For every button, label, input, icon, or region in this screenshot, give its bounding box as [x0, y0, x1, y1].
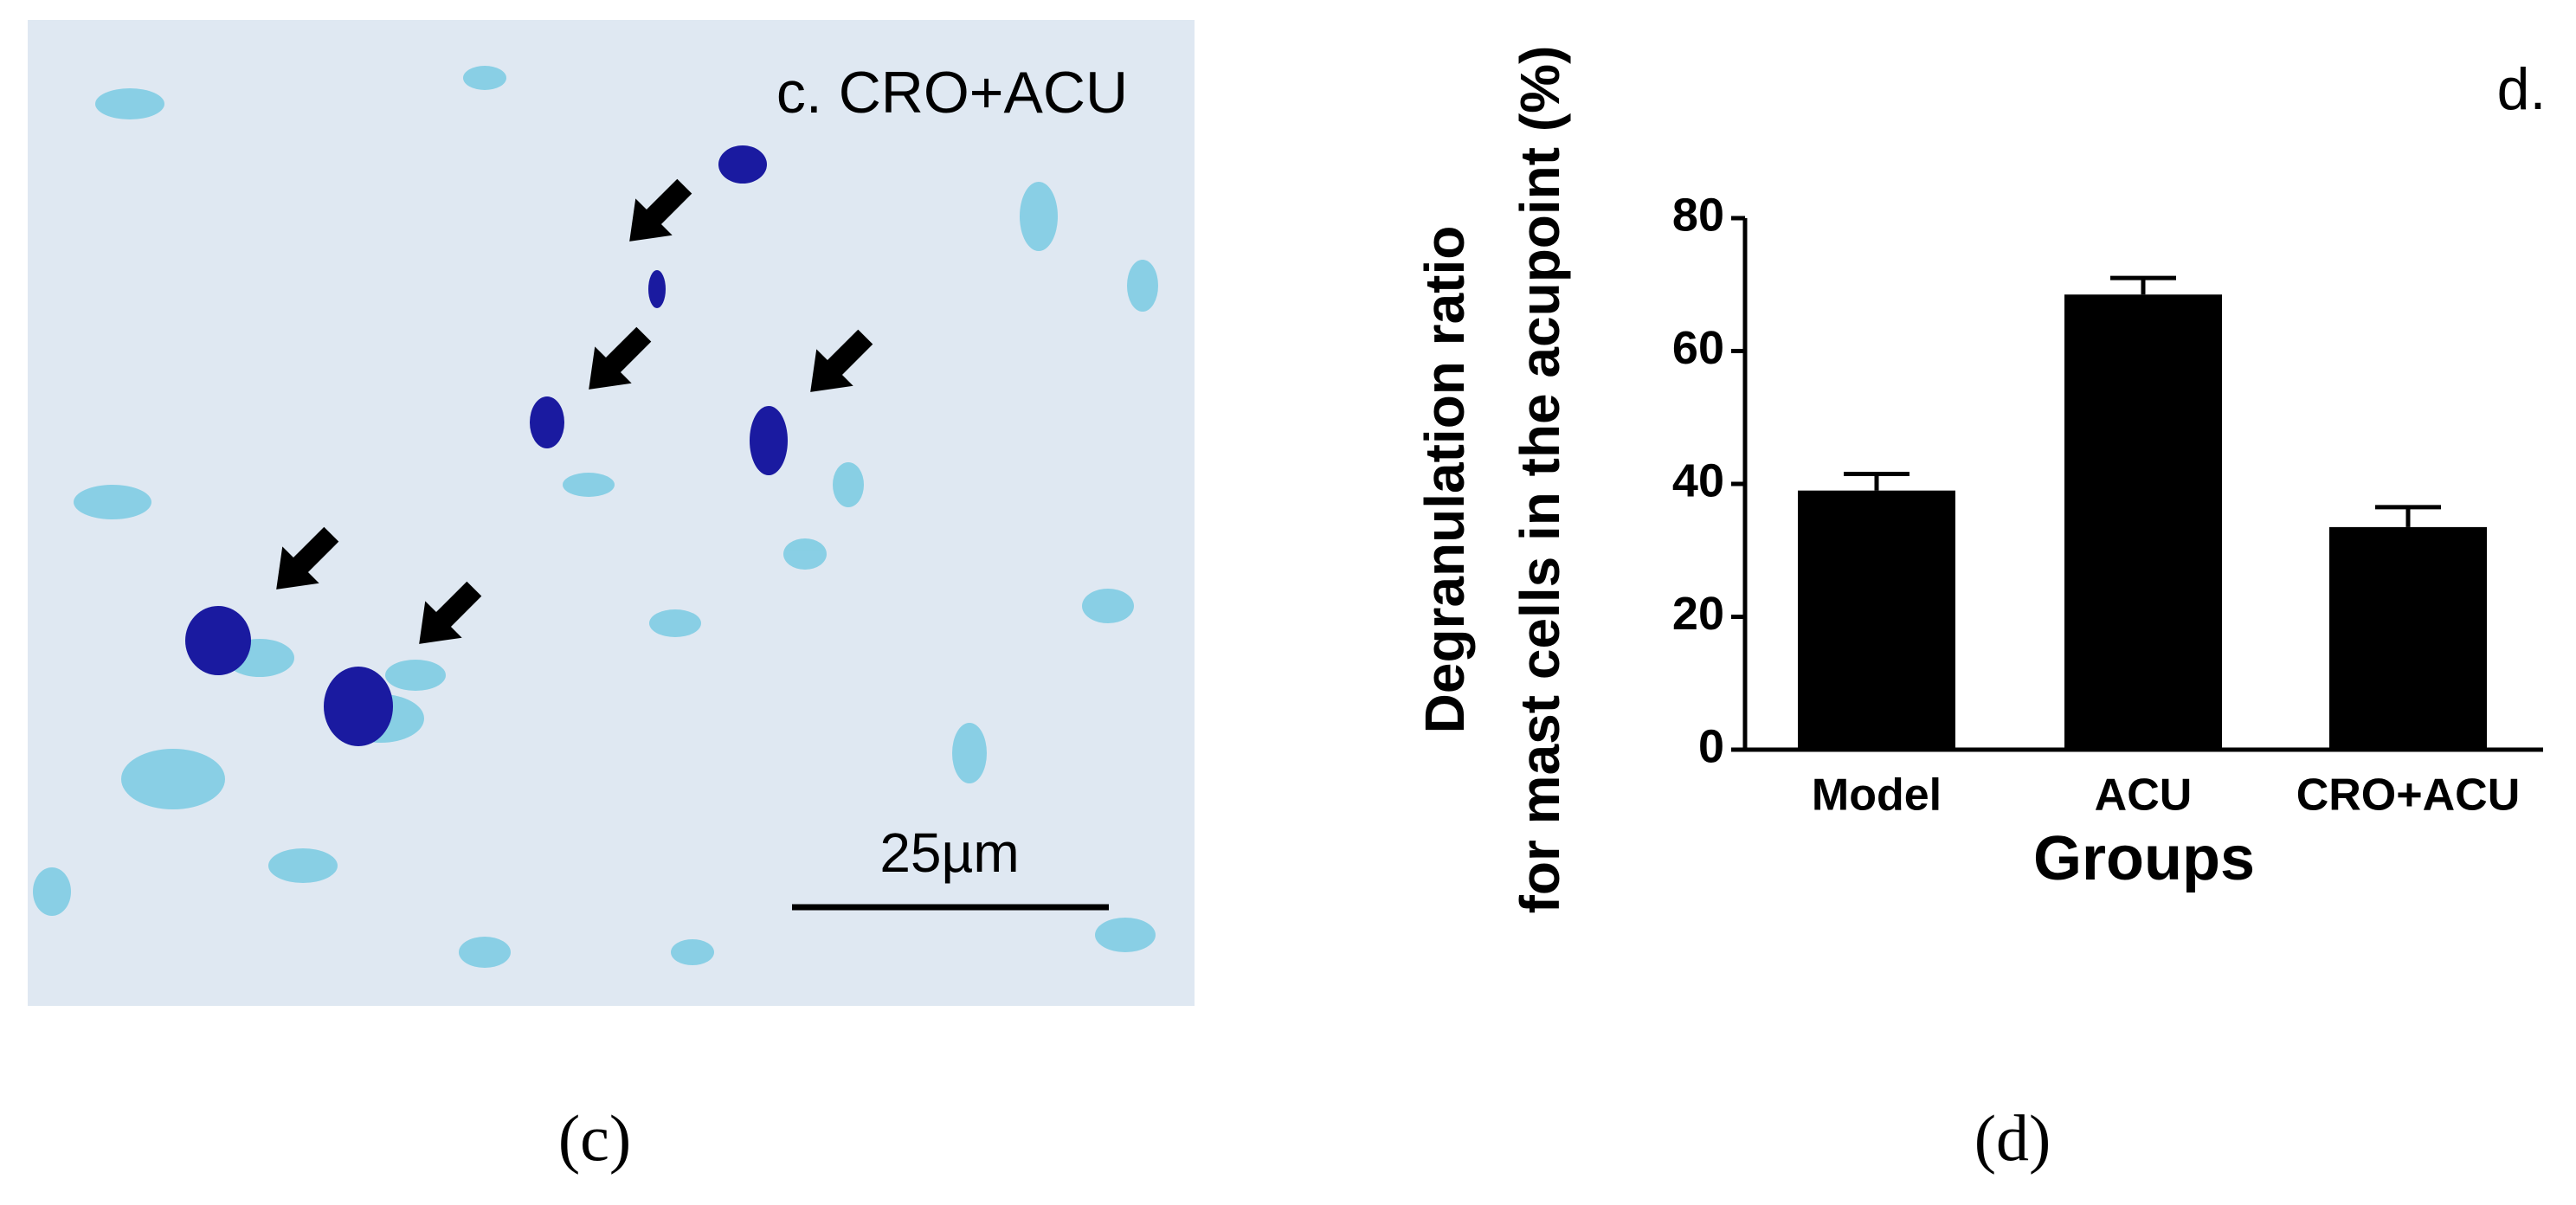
y-tick-label: 0	[1698, 720, 1724, 772]
y-tick-label: 40	[1672, 454, 1724, 506]
scale-bar-label: 25µm	[879, 822, 1019, 884]
y-tick-label: 80	[1672, 189, 1724, 241]
bar-chart: Degranulation ratio for mast cells in th…	[1414, 46, 2543, 914]
y-axis-label: for mast cells in the acupoint (%)	[1509, 46, 1571, 914]
panel-label: d.	[2497, 56, 2547, 122]
x-axis-label: Groups	[2033, 824, 2255, 893]
bar	[2329, 526, 2487, 750]
x-tick-label: CRO+ACU	[2296, 770, 2521, 821]
x-tick-label: ACU	[2095, 770, 2193, 821]
micrograph: c. CRO+ACU 25µm (c)	[28, 20, 1195, 1175]
mast-cells	[185, 145, 788, 746]
micrograph-label: c. CRO+ACU	[776, 60, 1128, 126]
y-tick-label: 60	[1672, 322, 1724, 374]
x-tick-label: Model	[1812, 770, 1942, 821]
panel-caption: (d)	[1974, 1102, 2051, 1175]
y-axis-label: Degranulation ratio	[1414, 226, 1476, 734]
bar	[1798, 490, 1955, 750]
bar	[2064, 294, 2222, 750]
arrows	[276, 178, 873, 644]
y-tick-label: 20	[1672, 588, 1724, 640]
panel-caption: (c)	[558, 1102, 631, 1175]
micrograph-background	[28, 20, 1195, 1006]
